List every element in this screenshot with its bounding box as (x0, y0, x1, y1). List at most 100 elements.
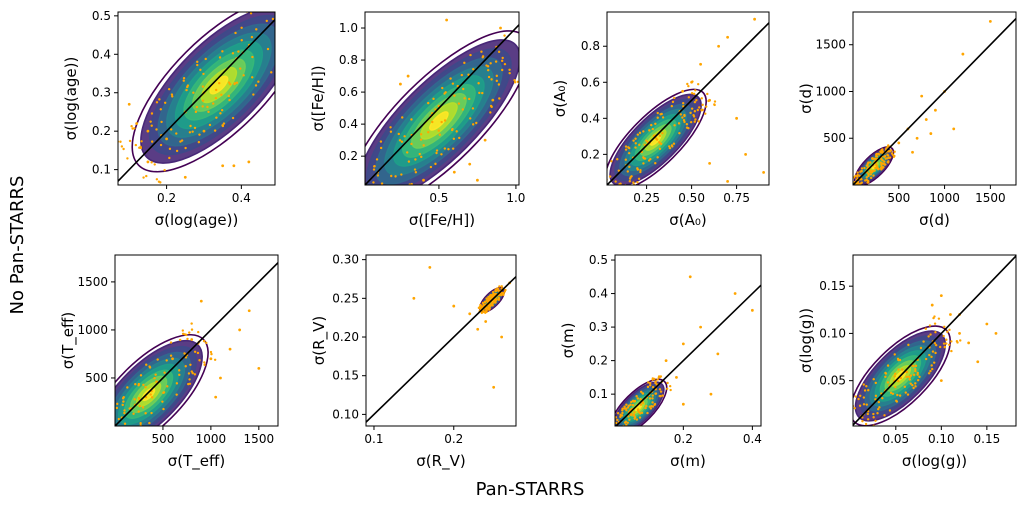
subplot-2: 0.5 1.0 0.2 0.4 0.6 0.8 1.0 σ([Fe/H]) σ([Fe/H]) (309, 11, 525, 229)
scatter-point (352, 209, 354, 211)
scatter-point (653, 403, 656, 407)
scatter-point (150, 140, 154, 143)
scatter-point (595, 173, 597, 175)
scatter-point (612, 436, 614, 438)
scatter-point (849, 419, 851, 421)
scatter-point (480, 50, 483, 53)
scatter-point (939, 294, 943, 298)
scatter-point (190, 328, 194, 331)
scatter-point (209, 350, 213, 354)
scatter-point (624, 148, 628, 151)
scatter-point (762, 170, 765, 174)
x-tick-label: 0.10 (928, 432, 955, 446)
scatter-point (919, 346, 923, 350)
scatter-point (607, 425, 609, 427)
scatter-point (468, 162, 472, 166)
scatter-point (893, 375, 896, 378)
scatter-point (137, 384, 140, 387)
scatter-point (162, 391, 165, 395)
scatter-point (891, 153, 895, 156)
scatter-point (155, 101, 159, 104)
scatter-point (656, 111, 659, 115)
scatter-point (303, 33, 305, 35)
scatter-point (638, 131, 642, 135)
scatter-point (708, 161, 711, 165)
scatter-point (916, 378, 920, 382)
scatter-point (126, 157, 129, 160)
y-tick-label: 0.4 (339, 117, 358, 131)
scatter-point (361, 188, 363, 190)
scatter-point (188, 131, 192, 134)
scatter-point (624, 145, 628, 148)
scatter-point (933, 322, 937, 325)
scatter-point (186, 85, 189, 89)
scatter-point (119, 140, 122, 143)
scatter-point (123, 409, 126, 412)
scatter-point (435, 149, 439, 152)
scatter-point (521, 55, 523, 57)
scatter-point (304, 16, 306, 18)
scatter-point (911, 383, 914, 387)
plot-area (118, 12, 306, 184)
scatter-point (193, 350, 197, 353)
scatter-point (202, 129, 206, 133)
scatter-point (110, 420, 112, 422)
scatter-point (654, 392, 657, 395)
scatter-point (885, 147, 888, 150)
scatter-point (907, 343, 910, 347)
x-axis-label: σ(T_eff) (168, 452, 225, 471)
scatter-point (611, 434, 613, 436)
scatter-point (359, 185, 361, 187)
scatter-point (627, 404, 630, 408)
scatter-point (639, 403, 643, 406)
scatter-point (481, 91, 484, 95)
scatter-point (632, 413, 636, 416)
scatter-point (707, 99, 710, 103)
scatter-point (872, 412, 875, 416)
scatter-point (661, 131, 664, 135)
x-tick-label: 0.4 (232, 191, 251, 205)
scatter-point (219, 112, 222, 115)
scatter-point (654, 137, 658, 140)
scatter-point (867, 172, 870, 176)
scatter-point (485, 309, 488, 312)
scatter-point (683, 113, 686, 117)
scatter-point (869, 161, 872, 164)
scatter-point (208, 123, 212, 127)
scatter-point (379, 140, 383, 143)
scatter-point (214, 395, 218, 399)
scatter-point (670, 144, 674, 147)
scatter-point (443, 92, 446, 95)
scatter-point (123, 411, 126, 415)
scatter-point (149, 120, 152, 123)
scatter-point (148, 421, 151, 425)
scatter-point (109, 447, 111, 449)
scatter-point (495, 74, 499, 78)
scatter-point (196, 63, 199, 67)
scatter-point (888, 409, 892, 412)
scatter-point (184, 356, 188, 359)
scatter-point (875, 155, 879, 158)
scatter-point (881, 150, 884, 153)
scatter-point (685, 126, 689, 129)
scatter-point (668, 384, 672, 388)
scatter-point (628, 180, 632, 183)
scatter-point (349, 205, 351, 207)
subplot-grid: 0.2 0.4 0.1 0.2 0.3 0.4 0.5 σ(log(age)) σ(log(ag… (59, 9, 1017, 471)
y-axis-label: σ(d) (797, 83, 815, 114)
scatter-point (862, 383, 865, 386)
scatter-point (499, 26, 502, 30)
scatter-point (611, 428, 613, 430)
scatter-point (615, 434, 617, 436)
scatter-point (235, 81, 239, 84)
scatter-point (717, 44, 720, 48)
scatter-point (227, 94, 231, 98)
scatter-point (950, 340, 953, 343)
scatter-point (401, 116, 404, 119)
scatter-point (410, 182, 413, 185)
scatter-point (477, 82, 480, 85)
scatter-point (468, 312, 472, 316)
scatter-point (116, 431, 118, 433)
plot-area (109, 262, 278, 449)
scatter-point (613, 186, 615, 188)
